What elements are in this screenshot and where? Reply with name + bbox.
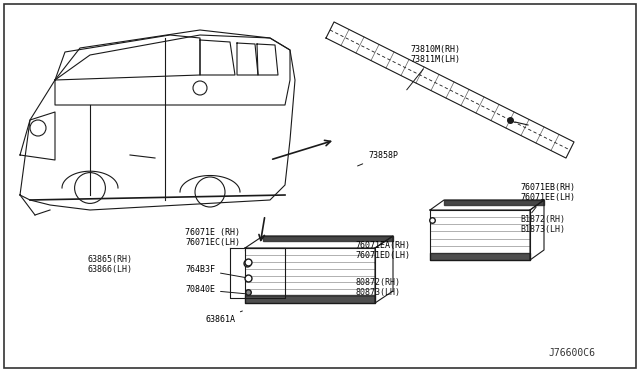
FancyBboxPatch shape: [4, 4, 636, 368]
Text: 73810M(RH)
73811M(LH): 73810M(RH) 73811M(LH): [407, 45, 460, 90]
Text: B1872(RH)
B1873(LH): B1872(RH) B1873(LH): [520, 215, 565, 234]
Text: 76071EA(RH)
76071ED(LH): 76071EA(RH) 76071ED(LH): [355, 241, 410, 263]
Polygon shape: [444, 200, 544, 205]
Text: 63865(RH)
63866(LH): 63865(RH) 63866(LH): [88, 254, 133, 274]
Text: 76071EB(RH)
76071EE(LH): 76071EB(RH) 76071EE(LH): [520, 183, 575, 213]
Text: J76600C6: J76600C6: [548, 348, 595, 358]
Text: 63861A: 63861A: [205, 311, 243, 324]
Text: 76071E (RH)
76071EC(LH): 76071E (RH) 76071EC(LH): [185, 228, 245, 251]
Text: 764B3F: 764B3F: [185, 265, 245, 278]
Text: 73858P: 73858P: [358, 151, 398, 166]
Text: 70840E: 70840E: [185, 285, 245, 294]
Polygon shape: [263, 236, 393, 241]
Text: 80872(RH)
80873(LH): 80872(RH) 80873(LH): [355, 278, 400, 297]
